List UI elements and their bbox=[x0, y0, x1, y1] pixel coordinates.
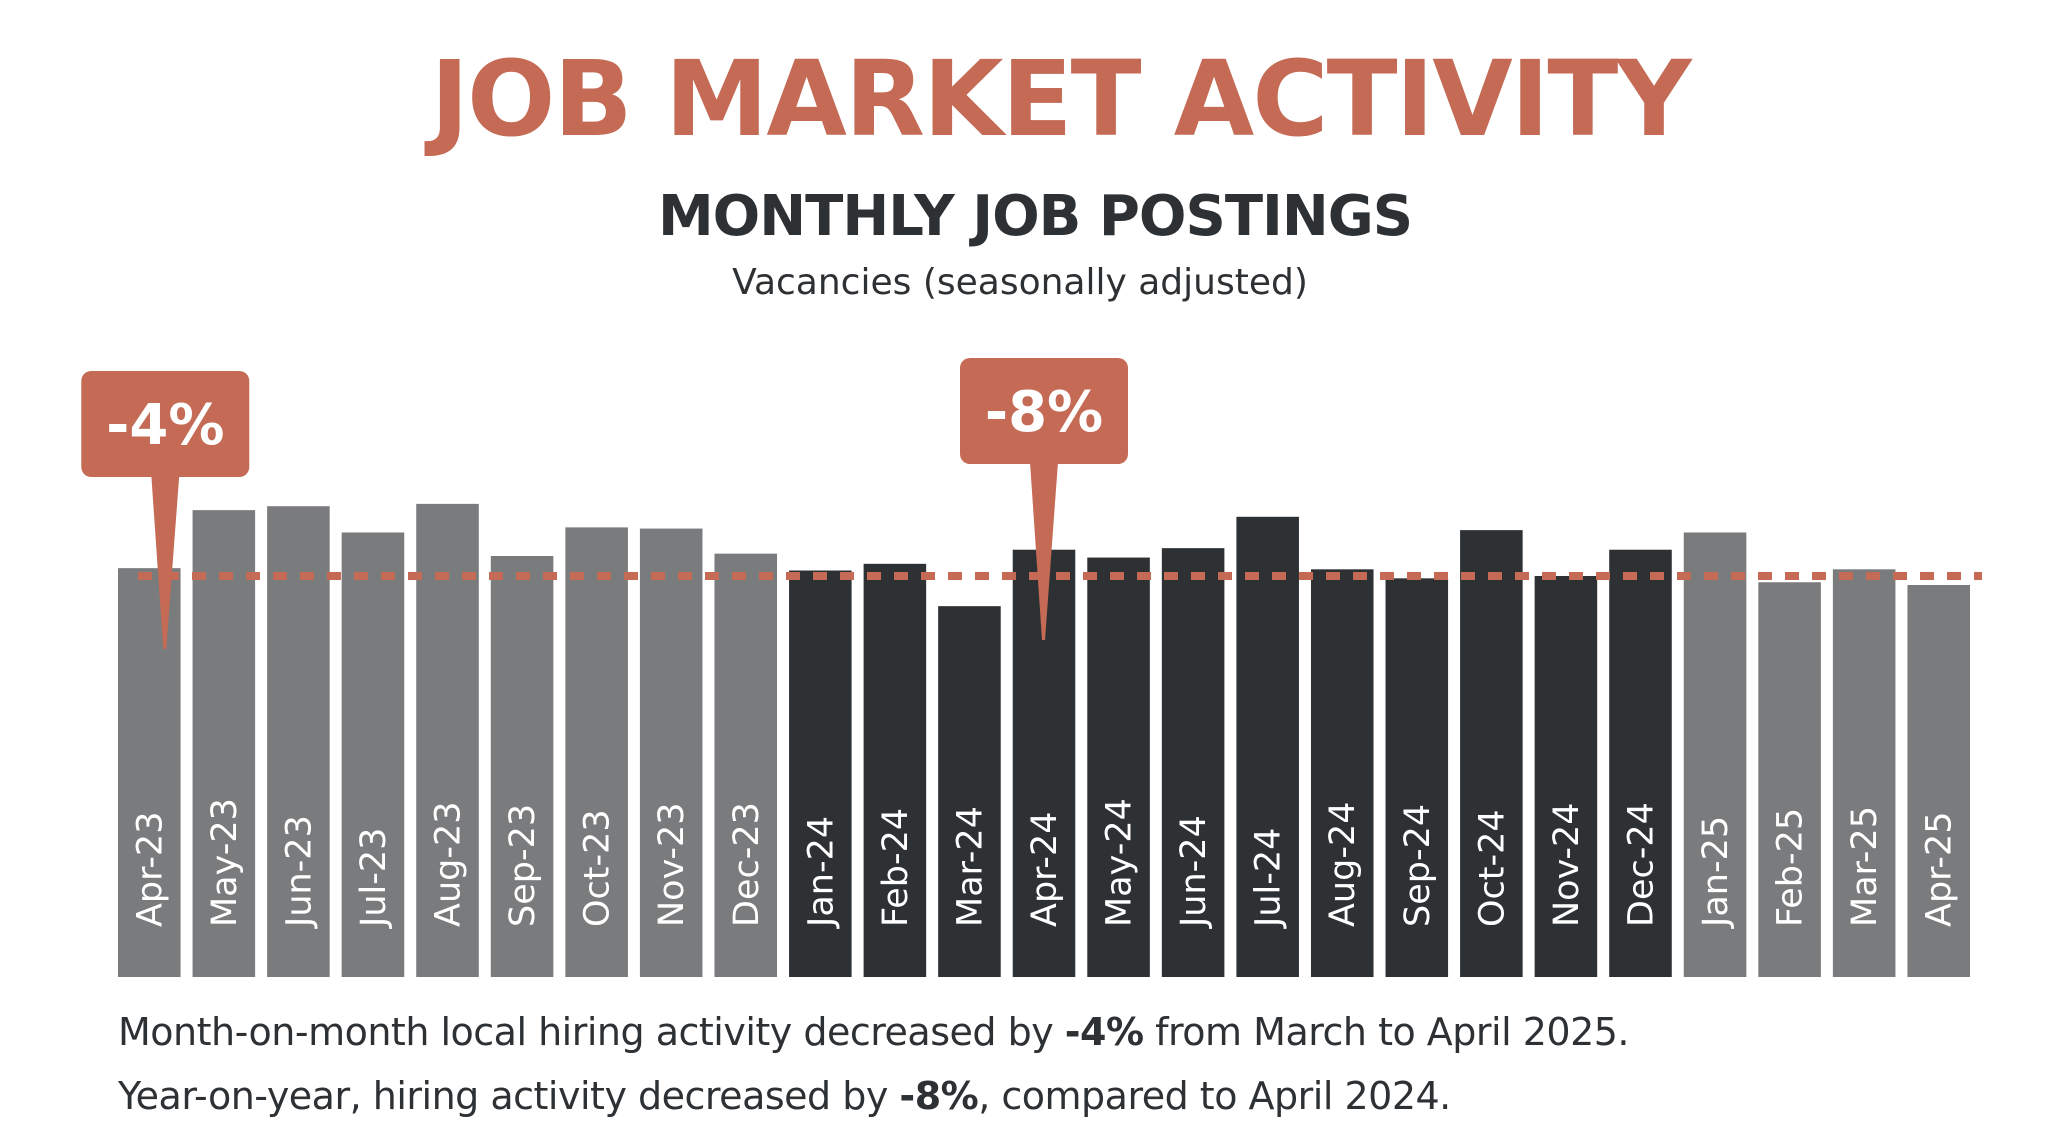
bar-jan-24 bbox=[789, 570, 852, 977]
tick-label: Jan-24 bbox=[801, 816, 841, 929]
tick-label: Feb-24 bbox=[876, 808, 916, 927]
tick-label: Aug-23 bbox=[429, 801, 469, 927]
bar-jul-24 bbox=[1236, 516, 1299, 977]
callout-label: -8% bbox=[985, 380, 1103, 445]
bar-jun-23 bbox=[267, 506, 330, 977]
callout-apr-24: -8% bbox=[960, 358, 1128, 640]
tick-label: Apr-24 bbox=[1025, 812, 1065, 927]
tick-label: May-23 bbox=[205, 798, 245, 927]
tick-label: Sep-24 bbox=[1398, 804, 1438, 927]
tick-label: Oct-24 bbox=[1472, 809, 1512, 927]
page-title: JOB MARKET ACTIVITY bbox=[430, 38, 1691, 160]
tick-label: May-24 bbox=[1100, 798, 1140, 927]
callout-apr-23: -4% bbox=[81, 371, 250, 649]
tick-label: Mar-24 bbox=[950, 806, 990, 927]
tick-label: Dec-24 bbox=[1621, 802, 1661, 927]
bar-sep-23 bbox=[490, 555, 554, 977]
bar-oct-23 bbox=[565, 527, 628, 977]
bar-aug-23 bbox=[416, 503, 479, 977]
tick-label: Feb-25 bbox=[1771, 808, 1811, 927]
bar-nov-24 bbox=[1534, 575, 1598, 977]
tick-label: Dec-23 bbox=[727, 802, 767, 927]
tick-label: Apr-25 bbox=[1920, 812, 1960, 927]
tick-label: Aug-24 bbox=[1323, 801, 1363, 927]
tick-label: Jul-24 bbox=[1249, 828, 1289, 929]
tick-label: Nov-23 bbox=[652, 802, 692, 927]
tick-label: Jun-24 bbox=[1174, 815, 1214, 929]
bar-mar-24 bbox=[938, 606, 1001, 977]
tick-label: Jan-25 bbox=[1696, 816, 1736, 929]
tick-label: Apr-23 bbox=[130, 812, 170, 927]
summary-month-on-month: Month-on-month local hiring activity dec… bbox=[118, 1010, 1630, 1054]
bar-jun-24 bbox=[1161, 548, 1225, 977]
bar-may-24 bbox=[1087, 557, 1150, 977]
tick-label: Nov-24 bbox=[1547, 802, 1587, 927]
bar-jan-25 bbox=[1683, 532, 1747, 977]
bar-may-23 bbox=[192, 510, 256, 977]
bar-dec-23 bbox=[714, 553, 778, 977]
bar-aug-24 bbox=[1310, 569, 1374, 977]
bar-oct-24 bbox=[1460, 530, 1523, 977]
bar-apr-23 bbox=[118, 568, 181, 977]
bar-nov-23 bbox=[639, 528, 703, 977]
tick-label: Mar-25 bbox=[1845, 806, 1885, 927]
tick-label: Jul-23 bbox=[354, 828, 394, 929]
bar-jul-23 bbox=[341, 532, 405, 977]
bar-dec-24 bbox=[1609, 549, 1672, 977]
bar-sep-24 bbox=[1385, 578, 1449, 977]
chart-subtitle: Vacancies (seasonally adjusted) bbox=[732, 262, 1308, 303]
bar-feb-25 bbox=[1758, 582, 1821, 977]
bar-mar-25 bbox=[1832, 569, 1896, 977]
callout-label: -4% bbox=[106, 393, 224, 458]
tick-label: Oct-23 bbox=[578, 809, 618, 927]
bar-apr-25 bbox=[1907, 585, 1970, 977]
chart-title: MONTHLY JOB POSTINGS bbox=[657, 184, 1413, 249]
tick-label: Sep-23 bbox=[503, 804, 543, 927]
summary-year-on-year: Year-on-year, hiring activity decreased … bbox=[118, 1074, 1451, 1118]
bar-feb-24 bbox=[863, 563, 927, 977]
tick-label: Jun-23 bbox=[279, 815, 319, 929]
